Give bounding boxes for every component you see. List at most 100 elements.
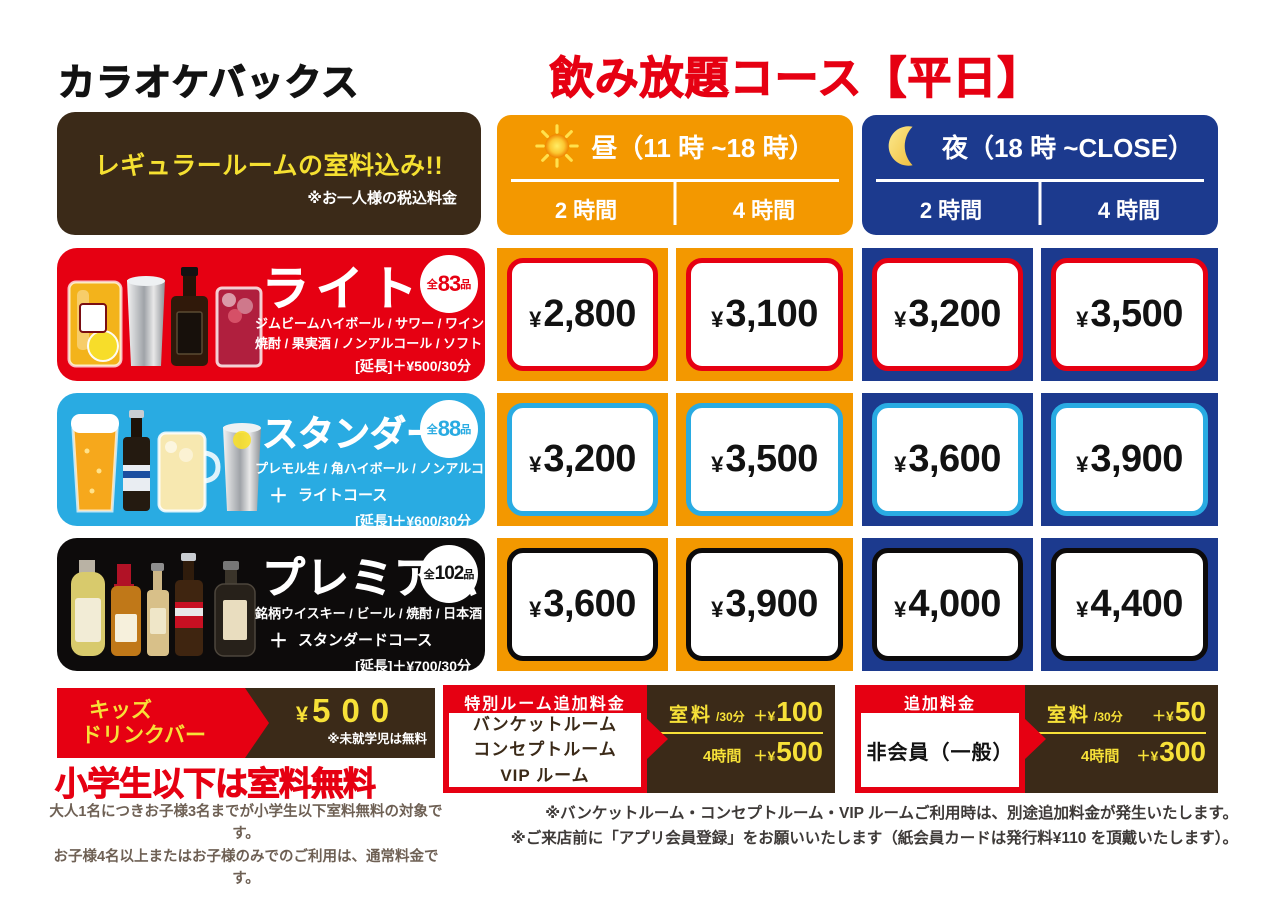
room-fee-included-banner: レギュラールームの室料込み!! ※お一人様の税込料金 (57, 112, 481, 235)
standard-course-drinks-image (71, 410, 261, 513)
kids-free-room-notes: 大人1名につきお子様3名までが小学生以下室料無料の対象です。 お子様4名以上また… (48, 801, 444, 891)
price-box: ¥3,200 (507, 403, 658, 516)
fee-row-4h: 4時間 ＋¥ 300 (1025, 736, 1218, 768)
price-box: ¥2,800 (507, 258, 658, 371)
course-card-standard: スタンダード 全 88 品 プレモル生 / 角ハイボール / ノンアルコールビール … (57, 393, 566, 529)
fee-label: 室料 (669, 705, 714, 726)
badge-number: 102 (434, 563, 465, 584)
kids-free-room-note1: 大人1名につきお子様3名までが小学生以下室料無料の対象です。 (49, 804, 443, 843)
price-cell-light-night-2h: ¥3,200 (862, 248, 1033, 381)
price-cell-light-day-4h: ¥3,100 (676, 248, 853, 381)
price-box: ¥3,600 (872, 403, 1023, 516)
day-header-label: 昼（11 時 ~18 時） (591, 132, 815, 163)
special-room-item-vip: VIP ルーム (500, 765, 590, 785)
price-cell-premium-night-4h: ¥4,400 (1041, 538, 1218, 671)
footnote-2: ※ご来店前に「アプリ会員登録」をお願いいたします（紙会員カードは発行料¥110 … (510, 829, 1238, 847)
fee-unit: /30分 (716, 710, 745, 724)
price-value: 4,000 (908, 583, 1001, 625)
fee-label: 4時間 (703, 748, 742, 765)
currency-symbol: ¥ (529, 451, 542, 477)
item-count-badge-premium: 全 102 品 (420, 545, 478, 603)
price-cell-premium-night-2h: ¥4,000 (862, 538, 1033, 671)
price-cell-standard-night-4h: ¥3,900 (1041, 393, 1218, 526)
price-value: 3,900 (1090, 438, 1183, 480)
header-divider (876, 179, 1204, 182)
special-room-fee-amounts: 室料 /30分 ＋¥ 100 4時間 ＋¥ 500 (647, 685, 835, 793)
brand-logo: カラオケバックス (57, 61, 360, 103)
price-value: 4,400 (1090, 583, 1183, 625)
extension-fee: [延長]＋¥600/30分 (355, 512, 471, 529)
course-name-light: ライト (262, 262, 424, 316)
badge-suffix: 品 (463, 569, 475, 581)
moon-icon (888, 126, 913, 166)
badge-number: 83 (437, 271, 462, 296)
price-box: ¥3,200 (872, 258, 1023, 371)
fee-plus: ＋¥ (1152, 708, 1174, 724)
day-duration-columns: 2 時間 4 時間 (497, 182, 853, 235)
badge-prefix: 全 (426, 424, 438, 436)
price-value: 3,900 (725, 583, 818, 625)
arrow-right-icon (245, 688, 269, 758)
light-course-drinks-image (67, 267, 263, 368)
price-value: 3,200 (908, 293, 1001, 335)
kids-drink-bar-price-panel: ¥500 ※未就学児は無料 (245, 688, 435, 758)
special-room-list: バンケットルーム コンセプトルーム VIP ルーム (449, 713, 641, 787)
price-value: 2,800 (543, 293, 636, 335)
kids-price: ¥500 (245, 692, 435, 729)
price-value: 3,600 (908, 438, 1001, 480)
day-2h-column-header: 2 時間 (554, 197, 618, 223)
sun-icon (535, 124, 580, 168)
price-value: 3,500 (725, 438, 818, 480)
non-member-fee-panel: 追加料金 非会員（一般） (855, 685, 1025, 793)
currency-symbol: ¥ (894, 451, 907, 477)
fee-label: 室料 (1047, 705, 1092, 726)
price-value: 500 (312, 692, 401, 729)
night-section-header: 夜（18 時 ~CLOSE） 2 時間 4 時間 (862, 115, 1218, 235)
badge-prefix: 全 (426, 279, 438, 291)
badge-suffix: 品 (460, 424, 472, 436)
price-box: ¥3,500 (686, 403, 843, 516)
course-card-premium: プレミアム 全 102 品 銘柄ウイスキー / ビール / 焼酎 / 日本酒 他 ＋… (57, 538, 499, 674)
night-header-top: 夜（18 時 ~CLOSE） (862, 115, 1218, 177)
fee-row-4h: 4時間 ＋¥ 500 (647, 736, 835, 768)
course-desc-line1: ジムビームハイボール / サワー / ワイン / カクテル / (255, 316, 555, 331)
kids-label-line2: ドリンクバー (81, 724, 206, 747)
header-divider (511, 179, 839, 182)
currency-symbol: ¥ (1076, 596, 1089, 622)
course-desc-line2: 焼酎 / 果実酒 / ノンアルコール / ソフトドリンク (255, 335, 535, 351)
item-count-badge-light: 全 83 品 (420, 255, 478, 313)
fee-amount: 300 (1159, 736, 1206, 767)
currency-symbol: ¥ (711, 306, 724, 332)
footnote-1: ※バンケットルーム・コンセプトルーム・VIP ルームご利用時は、別途追加料金が発… (545, 805, 1238, 822)
promo-sub-text: ※お一人様の税込料金 (307, 190, 457, 207)
price-cell-light-day-2h: ¥2,800 (497, 248, 668, 381)
night-duration-columns: 2 時間 4 時間 (862, 182, 1218, 235)
currency-symbol: ¥ (1076, 451, 1089, 477)
price-box: ¥3,100 (686, 258, 843, 371)
price-cell-standard-night-2h: ¥3,600 (862, 393, 1033, 526)
item-count-badge-standard: 全 88 品 (420, 400, 478, 458)
fee-amount: 100 (776, 696, 823, 727)
fee-divider (1037, 732, 1206, 734)
plus-sign: ＋ (269, 485, 289, 507)
premium-course-drinks-image (71, 553, 256, 657)
day-section-header: 昼（11 時 ~18 時） 2 時間 4 時間 (497, 115, 853, 235)
price-value: 3,500 (1090, 293, 1183, 335)
fee-unit: /30分 (1094, 710, 1123, 724)
extension-fee: [延長]＋¥500/30分 (355, 358, 471, 374)
special-room-fee-panel: 特別ルーム追加料金 バンケットルーム コンセプトルーム VIP ルーム (443, 685, 647, 793)
currency-symbol: ¥ (711, 596, 724, 622)
kids-free-room-note2: お子様4名以上またはお子様のみでのご利用は、通常料金です。 (53, 848, 439, 888)
currency-symbol: ¥ (529, 306, 542, 332)
course-info-standard: プレモル生 / 角ハイボール / ノンアルコールビール 他 ＋ ライトコース [… (255, 459, 566, 531)
currency-symbol: ¥ (894, 596, 907, 622)
fee-row-30min: 室料 /30分 ＋¥ 50 (1025, 696, 1218, 728)
price-box: ¥4,000 (872, 548, 1023, 661)
price-box: ¥4,400 (1051, 548, 1208, 661)
currency-symbol: ¥ (894, 306, 907, 332)
price-box: ¥3,600 (507, 548, 658, 661)
non-member-fee-amounts: 室料 /30分 ＋¥ 50 4時間 ＋¥ 300 (1025, 685, 1218, 793)
fee-divider (659, 732, 823, 734)
currency-symbol: ¥ (1076, 306, 1089, 332)
